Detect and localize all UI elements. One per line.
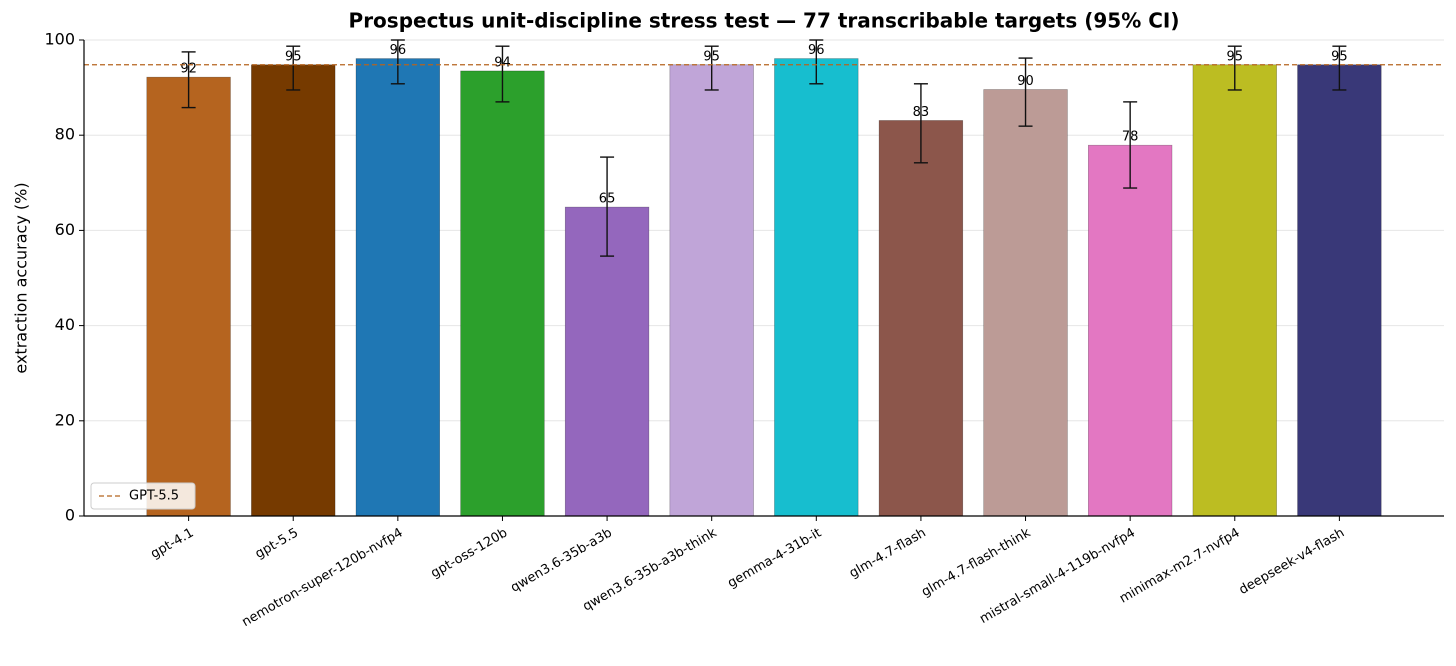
y-tick-label: 80 (55, 125, 75, 144)
bar (878, 120, 964, 517)
y-axis-label: extraction accuracy (%) (12, 182, 31, 373)
data-label: 83 (913, 105, 930, 120)
x-tick-label: deepseek-v4-flash (1237, 526, 1348, 598)
x-tick-label: gpt-oss-120b (428, 526, 510, 582)
data-label: 96 (390, 43, 407, 58)
legend-label: GPT-5.5 (129, 489, 179, 504)
data-label: 95 (285, 49, 302, 64)
data-label: 95 (1226, 49, 1243, 64)
data-label: 95 (703, 49, 720, 64)
bar (355, 58, 440, 517)
y-tick-label: 60 (55, 220, 75, 239)
x-tick-label: gemma-4-31b-it (725, 526, 824, 592)
bar (1192, 64, 1277, 517)
x-tick-label: glm-4.7-flash-think (919, 525, 1034, 600)
y-tick-label: 0 (65, 506, 75, 525)
x-tick-label: gpt-5.5 (253, 526, 301, 562)
x-tick-label: gpt-4.1 (148, 526, 196, 562)
bar (1088, 144, 1173, 517)
bar (774, 58, 859, 517)
bar (251, 64, 336, 517)
data-label: 78 (1122, 130, 1139, 145)
data-label: 96 (808, 43, 825, 58)
bar (564, 206, 650, 517)
data-label: 65 (599, 192, 616, 207)
data-label: 90 (1017, 74, 1034, 89)
legend-box (90, 482, 196, 510)
bar (146, 76, 231, 517)
x-tick-label: glm-4.7-flash (847, 526, 929, 582)
bar (1297, 64, 1382, 517)
x-tick-label: qwen3.6-35b-a3b (508, 526, 615, 596)
bar (669, 64, 754, 517)
bar (460, 70, 545, 517)
data-label: 95 (1331, 49, 1348, 64)
y-tick-label: 40 (55, 315, 75, 334)
y-tick-label: 100 (44, 30, 75, 49)
data-label: 94 (494, 55, 511, 70)
chart-title: Prospectus unit-discipline stress test —… (349, 9, 1180, 33)
y-tick-label: 20 (55, 410, 75, 429)
data-label: 92 (180, 62, 197, 77)
bar (983, 89, 1068, 517)
